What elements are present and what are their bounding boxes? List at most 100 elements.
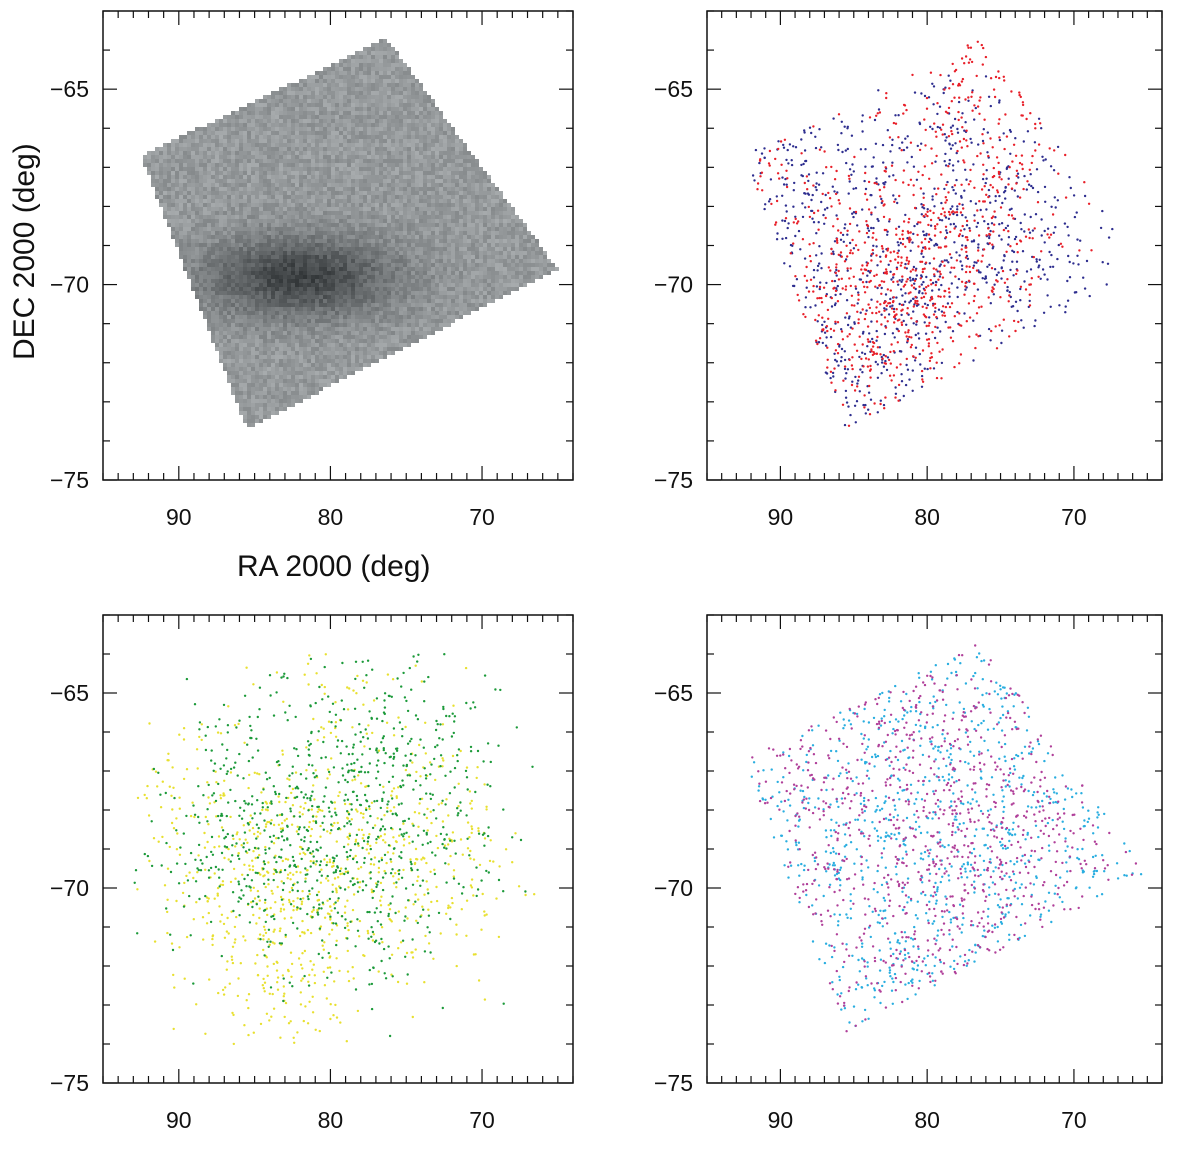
heatmap-cell: [307, 371, 311, 375]
heatmap-cell: [407, 143, 411, 147]
heatmap-cell: [311, 211, 315, 215]
heatmap-cell: [159, 167, 163, 171]
heatmap-cell: [331, 175, 335, 179]
heatmap-cell: [255, 155, 259, 159]
heatmap-cell: [271, 183, 275, 187]
heatmap-cell: [279, 287, 283, 291]
heatmap-cell: [187, 199, 191, 203]
heatmap-cell: [199, 219, 203, 223]
heatmap-cell: [295, 163, 299, 167]
heatmap-cell: [359, 267, 363, 271]
heatmap-cell: [215, 171, 219, 175]
heatmap-cell: [327, 131, 331, 135]
heatmap-cell: [355, 259, 359, 263]
heatmap-cell: [359, 291, 363, 295]
heatmap-cell: [195, 211, 199, 215]
heatmap-cell: [295, 239, 299, 243]
heatmap-cell: [259, 139, 263, 143]
heatmap-cell: [359, 71, 363, 75]
heatmap-cell: [415, 179, 419, 183]
heatmap-cell: [355, 367, 359, 371]
heatmap-cell: [295, 159, 299, 163]
heatmap-cell: [235, 159, 239, 163]
heatmap-cell: [235, 155, 239, 159]
heatmap-cell: [307, 175, 311, 179]
heatmap-cell: [403, 115, 407, 119]
heatmap-cell: [403, 63, 407, 67]
heatmap-cell: [227, 311, 231, 315]
heatmap-cell: [299, 243, 303, 247]
heatmap-cell: [343, 159, 347, 163]
heatmap-cell: [347, 139, 351, 143]
heatmap-cell: [335, 299, 339, 303]
heatmap-cell: [247, 235, 251, 239]
heatmap-cell: [263, 259, 267, 263]
heatmap-cell: [399, 63, 403, 67]
heatmap-cell: [347, 79, 351, 83]
heatmap-cell: [411, 107, 415, 111]
heatmap-cell: [391, 267, 395, 271]
heatmap-cell: [407, 167, 411, 171]
heatmap-cell: [239, 343, 243, 347]
heatmap-cell: [179, 211, 183, 215]
heatmap-cell: [295, 331, 299, 335]
heatmap-cell: [323, 347, 327, 351]
heatmap-cell: [335, 371, 339, 375]
heatmap-cell: [351, 79, 355, 83]
heatmap-cell: [387, 91, 391, 95]
heatmap-cell: [319, 267, 323, 271]
heatmap-cell: [367, 191, 371, 195]
heatmap-cell: [263, 407, 267, 411]
heatmap-cell: [263, 183, 267, 187]
heatmap-cell: [435, 167, 439, 171]
heatmap-cell: [327, 339, 331, 343]
heatmap-cell: [243, 311, 247, 315]
heatmap-cell: [283, 147, 287, 151]
heatmap-cell: [255, 99, 259, 103]
heatmap-cell: [223, 359, 227, 363]
heatmap-cell: [283, 139, 287, 143]
heatmap-cell: [419, 155, 423, 159]
heatmap-cell: [439, 211, 443, 215]
heatmap-cell: [267, 327, 271, 331]
heatmap-cell: [455, 147, 459, 151]
heatmap-cell: [263, 319, 267, 323]
heatmap-cell: [339, 139, 343, 143]
heatmap-cell: [251, 215, 255, 219]
heatmap-cell: [227, 315, 231, 319]
heatmap-cell: [387, 287, 391, 291]
heatmap-cell: [323, 267, 327, 271]
heatmap-cell: [339, 207, 343, 211]
heatmap-cell: [207, 191, 211, 195]
heatmap-cell: [243, 215, 247, 219]
heatmap-cell: [251, 307, 255, 311]
heatmap-cell: [395, 143, 399, 147]
heatmap-cell: [275, 187, 279, 191]
heatmap-cell: [187, 271, 191, 275]
heatmap-cell: [331, 367, 335, 371]
heatmap-cell: [411, 255, 415, 259]
heatmap-cell: [255, 175, 259, 179]
heatmap-cell: [239, 247, 243, 251]
heatmap-cell: [279, 119, 283, 123]
heatmap-cell: [395, 291, 399, 295]
heatmap-cell: [383, 227, 387, 231]
heatmap-cell: [315, 359, 319, 363]
heatmap-cell: [271, 351, 275, 355]
heatmap-cell: [447, 231, 451, 235]
heatmap-cell: [367, 131, 371, 135]
heatmap-cell: [179, 255, 183, 259]
heatmap-cell: [351, 199, 355, 203]
heatmap-cell: [239, 211, 243, 215]
heatmap-cell: [363, 143, 367, 147]
heatmap-cell: [359, 87, 363, 91]
heatmap-cell: [323, 127, 327, 131]
heatmap-cell: [323, 103, 327, 107]
heatmap-cell: [275, 407, 279, 411]
heatmap-cell: [351, 299, 355, 303]
heatmap-cell: [395, 115, 399, 119]
heatmap-cell: [159, 175, 163, 179]
heatmap-cell: [251, 243, 255, 247]
heatmap-cell: [331, 67, 335, 71]
heatmap-cell: [199, 199, 203, 203]
